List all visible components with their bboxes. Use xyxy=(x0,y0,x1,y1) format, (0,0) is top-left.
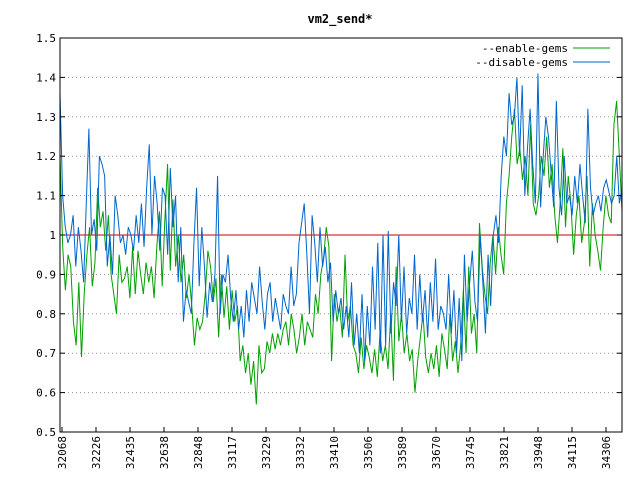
x-tick-label: 33589 xyxy=(396,436,409,469)
legend-label-disable-gems: --disable-gems xyxy=(475,56,568,69)
x-tick-label: 33332 xyxy=(294,436,307,469)
x-tick-label: 32848 xyxy=(192,436,205,469)
y-tick-label: 1.3 xyxy=(36,111,56,124)
y-tick-label: 0.9 xyxy=(36,268,56,281)
y-tick-label: 0.7 xyxy=(36,347,56,360)
legend: --enable-gems --disable-gems xyxy=(475,42,610,69)
y-tick-label: 1 xyxy=(49,229,56,242)
series-line-enable-gems xyxy=(59,100,623,405)
y-tick-label: 1.5 xyxy=(36,32,56,45)
x-tick-label: 33745 xyxy=(464,436,477,469)
x-tick-label: 33670 xyxy=(430,436,443,469)
x-tick-label: 33506 xyxy=(362,436,375,469)
x-tick-label: 33948 xyxy=(532,436,545,469)
y-tick-label: 0.5 xyxy=(36,426,56,439)
y-tick-label: 0.6 xyxy=(36,387,56,400)
x-tick-label: 33821 xyxy=(498,436,511,469)
x-tick-label: 33117 xyxy=(226,436,239,469)
y-tick-label: 1.4 xyxy=(36,71,56,84)
y-tick-label: 0.8 xyxy=(36,308,56,321)
y-tick-label: 1.2 xyxy=(36,150,56,163)
x-tick-label: 33410 xyxy=(328,436,341,469)
x-tick-label: 32638 xyxy=(158,436,171,469)
x-tick-label: 33229 xyxy=(260,436,273,469)
x-tick-label: 32068 xyxy=(56,436,69,469)
x-tick-label: 34115 xyxy=(566,436,579,469)
y-tick-label: 1.1 xyxy=(36,190,56,203)
x-tick-label: 34306 xyxy=(600,436,613,469)
x-tick-label: 32435 xyxy=(124,436,137,469)
chart-title: vm2_send* xyxy=(307,12,372,27)
legend-label-enable-gems: --enable-gems xyxy=(482,42,568,55)
x-tick-label: 32226 xyxy=(90,436,103,469)
series-line-disable-gems xyxy=(59,73,623,362)
